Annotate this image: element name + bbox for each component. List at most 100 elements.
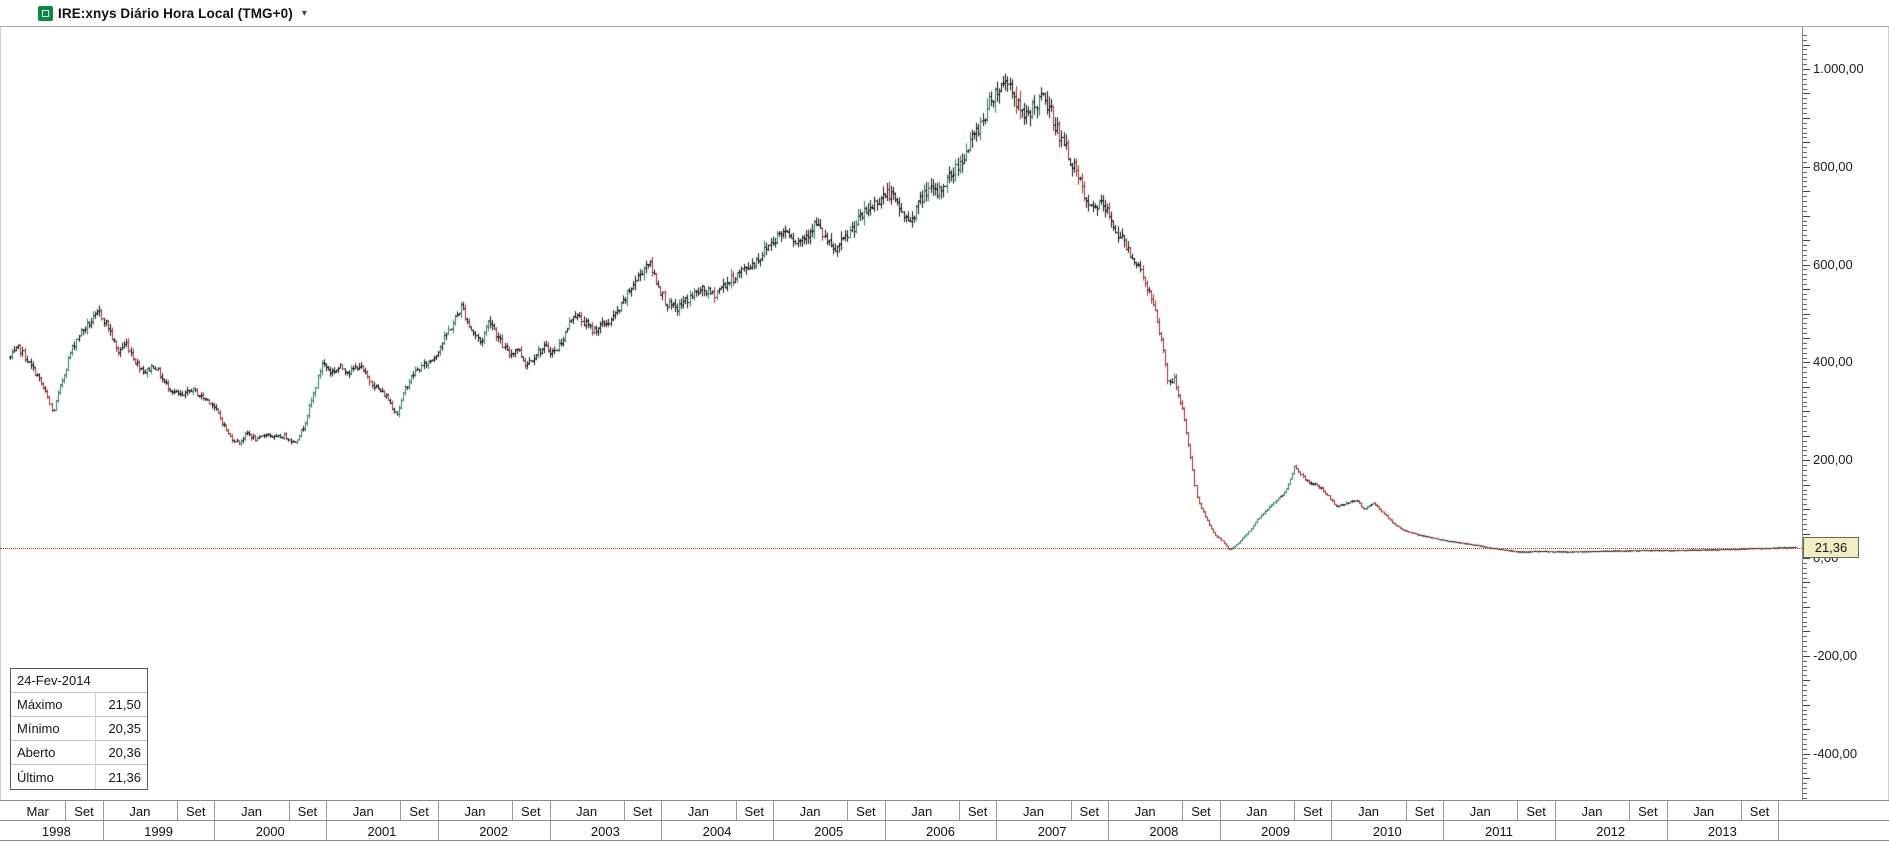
info-value-last: 21,36 (95, 765, 141, 789)
y-axis-tick (1803, 680, 1810, 682)
info-row-high: Máximo 21,50 (11, 693, 147, 717)
y-axis-label: -200,00 (1813, 647, 1858, 663)
x-axis-tick (1294, 801, 1295, 821)
y-axis-tick (1803, 709, 1807, 711)
y-axis-tick (1803, 646, 1807, 648)
y-axis-tick (1803, 406, 1807, 408)
x-axis-tick (959, 801, 960, 821)
x-axis-tick (885, 801, 886, 821)
y-axis-tick (1803, 381, 1807, 383)
chevron-down-icon[interactable]: ▾ (301, 7, 307, 19)
title-bar: IRE:xnys Diário Hora Local (TMG+0) ▾ (0, 0, 1889, 27)
x-axis-month-label: Jan (1022, 804, 1044, 819)
x-axis-month-label: Set (1526, 804, 1546, 819)
info-label-last: Último (17, 769, 54, 785)
y-axis-tick (1803, 763, 1807, 765)
y-axis-tick (1803, 450, 1807, 452)
y-axis-tick (1803, 396, 1807, 398)
y-axis-tick (1803, 337, 1810, 339)
last-price-line (0, 548, 1802, 549)
x-axis-month-label: Set (521, 804, 541, 819)
y-axis-tick (1803, 489, 1807, 491)
y-axis-tick (1803, 44, 1810, 46)
y-axis-tick (1803, 88, 1807, 90)
y-axis-tick (1803, 64, 1807, 66)
y-axis-tick (1803, 122, 1807, 124)
y-axis-tick (1803, 675, 1807, 677)
y-axis-tick (1803, 264, 1810, 266)
chart-title: IRE:xnys Diário Hora Local (TMG+0) (58, 5, 293, 21)
y-axis-tick (1803, 660, 1807, 662)
y-axis-tick (1803, 592, 1807, 594)
y-axis-tick (1803, 416, 1807, 418)
x-axis-year-label: 2002 (479, 824, 509, 839)
y-axis-tick (1803, 758, 1807, 760)
x-axis-tick (736, 801, 737, 821)
x-axis-month-label: Jan (129, 804, 151, 819)
y-axis-tick (1803, 59, 1807, 61)
y-axis-tick (1803, 73, 1807, 75)
y-axis-tick (1803, 704, 1810, 706)
y-axis-tick (1803, 797, 1807, 799)
x-axis-month-label: Set (1191, 804, 1211, 819)
x-axis-tick (1071, 801, 1072, 821)
y-axis-tick (1803, 220, 1807, 222)
y-axis-label: -400,00 (1813, 745, 1858, 761)
y-axis-tick (1803, 602, 1807, 603)
y-axis-tick (1803, 284, 1807, 286)
y-axis-tick (1803, 235, 1807, 237)
x-axis-tick (550, 821, 551, 840)
y-axis-tick (1803, 401, 1807, 403)
x-axis-tick (65, 801, 66, 821)
y-axis-tick (1803, 562, 1807, 564)
x-axis-year-label: 2003 (590, 824, 620, 839)
x-axis-year-row[interactable]: 1998 1999 2000 2001 2002 2003 2004 2005 2006 2007… (0, 820, 1889, 841)
y-axis-tick (1803, 127, 1807, 129)
y-axis-tick (1803, 778, 1810, 780)
y-axis-tick (1803, 157, 1807, 159)
y-axis-tick (1803, 631, 1810, 633)
x-axis-tick (289, 801, 290, 821)
x-axis-year-label: 2010 (1372, 824, 1402, 839)
y-axis-tick (1803, 484, 1810, 486)
y-axis-tick (1803, 518, 1807, 520)
x-axis-tick (1331, 801, 1332, 821)
price-chart-canvas[interactable] (0, 27, 1802, 800)
y-axis-tick (1803, 142, 1810, 144)
y-axis-tick (1803, 528, 1807, 530)
x-axis-month-label: Jan (241, 804, 263, 819)
y-axis-tick (1803, 768, 1807, 770)
y-axis-label: 400,00 (1813, 354, 1853, 370)
y-axis-tick (1803, 611, 1807, 613)
y-axis-tick (1803, 494, 1807, 496)
y-axis-tick (1803, 504, 1807, 506)
y-axis-tick (1803, 430, 1807, 432)
y-axis-tick (1803, 34, 1807, 36)
last-price-value: 21,36 (1814, 540, 1848, 555)
y-axis-label: 600,00 (1813, 256, 1853, 272)
y-axis-tick (1803, 479, 1807, 481)
y-axis-tick (1803, 445, 1807, 447)
y-axis-label: 200,00 (1813, 452, 1853, 468)
x-axis-tick (996, 801, 997, 821)
x-axis-tick (1108, 821, 1109, 840)
x-axis-year-label: 1999 (144, 824, 174, 839)
x-axis-year-label: 1998 (41, 824, 71, 839)
y-axis-tick (1803, 249, 1807, 251)
x-axis-tick (661, 801, 662, 821)
ohlc-info-box: 24-Fev-2014 Máximo 21,50 Mínimo 20,35 Ab… (10, 668, 148, 790)
y-axis-tick (1803, 621, 1807, 623)
x-axis-tick (1555, 801, 1556, 821)
y-axis-tick (1803, 328, 1807, 330)
y-axis-tick (1803, 587, 1807, 589)
x-axis-month-row[interactable]: Mar Set Jan Set Jan Set Jan Set Jan Set Jan Set Jan S… (0, 800, 1889, 821)
instrument-title-group[interactable]: IRE:xnys Diário Hora Local (TMG+0) ▾ (38, 5, 307, 21)
x-axis-month-label: Jan (1469, 804, 1491, 819)
x-axis-tick (177, 801, 178, 821)
y-axis-tick (1803, 474, 1807, 476)
x-axis-month-label: Set (297, 804, 318, 819)
y-axis-tick (1803, 201, 1807, 203)
y-axis-tick (1803, 347, 1807, 349)
x-axis-month-label: Set (74, 804, 94, 819)
x-axis-tick (1778, 801, 1779, 821)
